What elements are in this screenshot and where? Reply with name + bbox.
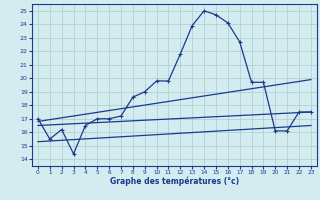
X-axis label: Graphe des températures (°c): Graphe des températures (°c) <box>110 177 239 186</box>
